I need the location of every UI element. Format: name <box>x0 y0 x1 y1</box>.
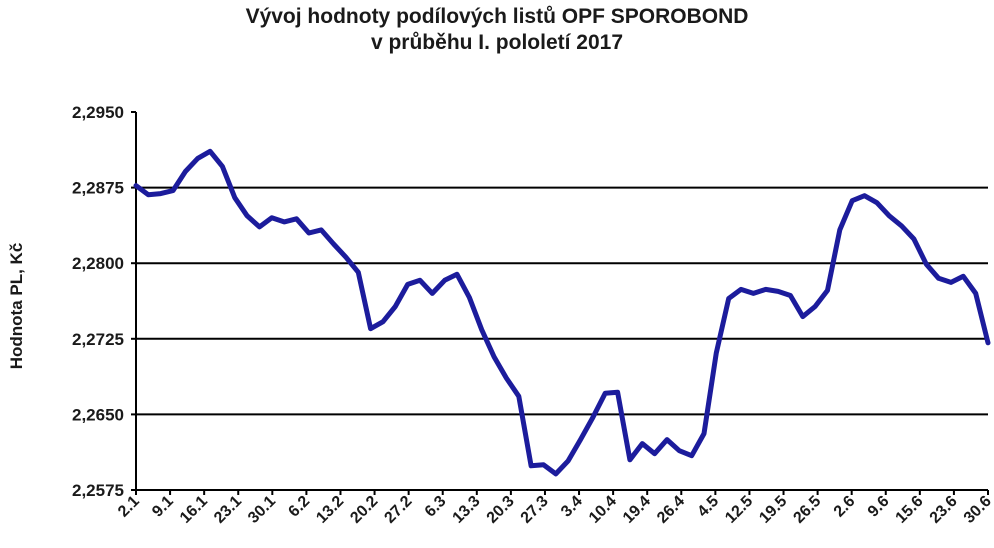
x-tick-label: 9.1 <box>149 493 177 521</box>
x-tick-label: 12.5 <box>722 493 756 527</box>
series-layer <box>133 148 991 477</box>
chart-title: Vývoj hodnoty podílových listů OPF SPORO… <box>0 4 994 56</box>
y-tick-label: 2,2650 <box>72 405 124 424</box>
x-tick-label: 23.6 <box>927 493 961 527</box>
gridlines <box>136 186 988 416</box>
x-tick-label: 6.3 <box>422 493 450 521</box>
axes <box>131 111 989 495</box>
y-tick-labels: 2,2950 2,2875 2,2800 2,2725 2,2650 2,2575 <box>72 103 124 500</box>
x-tick-label: 15.6 <box>893 493 927 527</box>
x-tick-label: 6.2 <box>285 493 313 521</box>
y-tick-label: 2,2725 <box>72 330 124 349</box>
x-tick-label: 30.6 <box>961 493 994 527</box>
x-tick-label: 20.3 <box>484 493 518 527</box>
y-tick-label: 2,2875 <box>72 179 124 198</box>
y-tick-label: 2,2800 <box>72 254 124 273</box>
x-tick-label: 4.5 <box>694 493 722 521</box>
x-tick-label: 27.3 <box>518 493 552 527</box>
x-tick-label: 26.5 <box>790 493 824 527</box>
x-tick-label: 23.1 <box>211 493 245 527</box>
x-tick-label: 19.5 <box>756 493 790 527</box>
y-tick-label: 2,2950 <box>72 103 124 122</box>
x-tick-label: 13.2 <box>313 493 347 527</box>
x-tick-label: 3.4 <box>558 493 586 521</box>
x-tick-label: 9.6 <box>865 493 893 521</box>
x-tick-label: 16.1 <box>177 493 211 527</box>
x-tick-label: 27.2 <box>381 493 415 527</box>
x-tick-labels: 2.1 9.1 16.1 23.1 30.1 6.2 13.2 20.2 27.2 6.3 13.3… <box>115 493 994 527</box>
x-tick-label: 19.4 <box>620 493 654 527</box>
series-line <box>133 148 991 477</box>
x-tick-label: 30.1 <box>245 493 279 527</box>
x-tick-label: 13.3 <box>450 493 484 527</box>
x-tick-label: 10.4 <box>586 493 620 527</box>
x-tick-label: 26.4 <box>654 493 688 527</box>
chart-title-line2: v průběhu I. pololetí 2017 <box>370 31 624 54</box>
y-tick-label: 2,2575 <box>72 481 124 500</box>
chart-title-line1: Vývoj hodnoty podílových listů OPF SPORO… <box>245 5 749 28</box>
x-tick-label: 20.2 <box>347 493 381 527</box>
x-tick-label: 2.6 <box>831 493 859 521</box>
